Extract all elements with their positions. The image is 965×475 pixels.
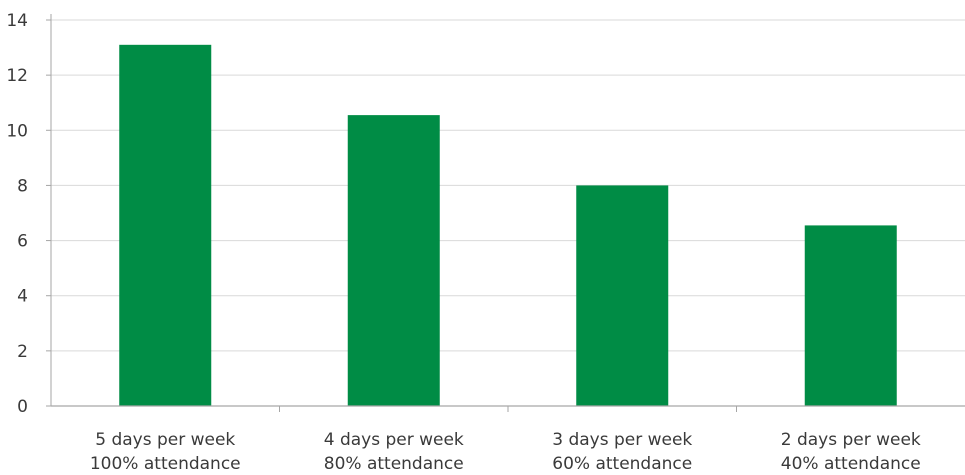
x-category-label: 3 days per week 60% attendance: [552, 430, 692, 474]
x-category-label-line: 5 days per week: [95, 430, 235, 450]
x-category-label-line: 100% attendance: [90, 454, 241, 474]
x-category-label-line: 60% attendance: [552, 454, 692, 474]
y-tick-label: 2: [17, 342, 28, 362]
y-tick-label: 6: [17, 232, 28, 252]
y-axis-tick-labels: 0 2 4 6 8 10 12 14: [6, 11, 28, 417]
bar: [347, 115, 440, 406]
x-category-label-line: 3 days per week: [552, 430, 692, 450]
x-category-label-line: 80% attendance: [324, 454, 464, 474]
axes: [46, 14, 965, 412]
y-tick-label: 0: [17, 397, 28, 417]
bar: [804, 225, 897, 406]
x-category-label-line: 2 days per week: [781, 430, 921, 450]
x-category-label: 2 days per week 40% attendance: [781, 430, 921, 474]
y-tick-label: 10: [6, 121, 28, 141]
y-tick-label: 12: [6, 66, 28, 86]
x-category-label-line: 40% attendance: [781, 454, 921, 474]
x-category-label-line: 4 days per week: [324, 430, 464, 450]
bar: [119, 44, 212, 407]
y-tick-label: 8: [17, 176, 28, 196]
x-category-label: 5 days per week 100% attendance: [90, 430, 241, 474]
bars: [119, 44, 897, 407]
y-tick-label: 4: [17, 287, 28, 307]
bar: [576, 185, 669, 406]
y-tick-label: 14: [6, 11, 28, 31]
x-axis-category-labels: 5 days per week 100% attendance 4 days per…: [90, 430, 921, 474]
x-category-label: 4 days per week 80% attendance: [324, 430, 464, 474]
